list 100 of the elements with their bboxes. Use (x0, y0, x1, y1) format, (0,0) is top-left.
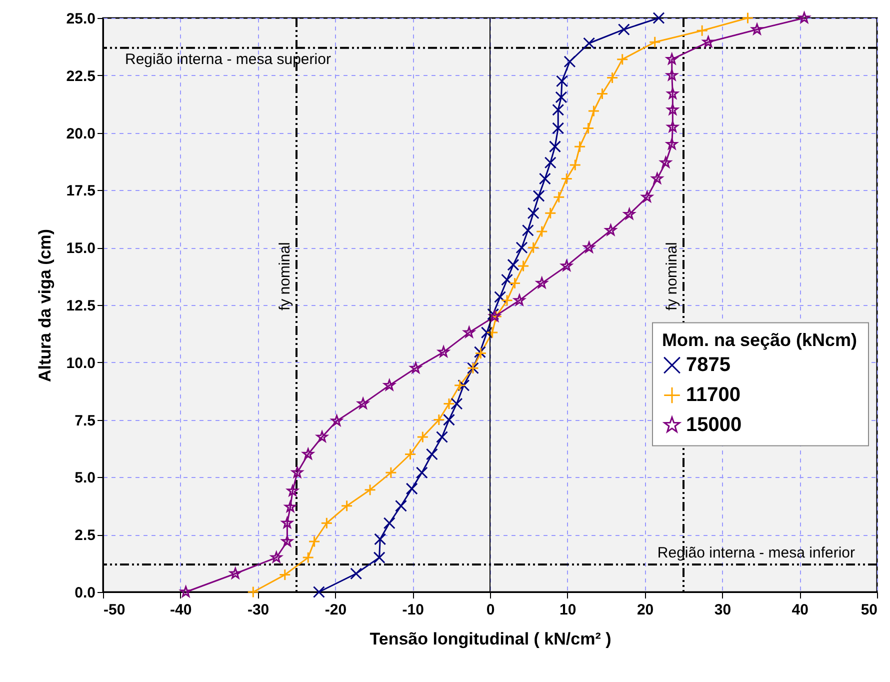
y-tick-label: 10.0 (66, 354, 96, 372)
point (320, 517, 333, 530)
point (516, 242, 528, 254)
point (373, 552, 386, 564)
x-tick-label: -10 (402, 602, 424, 618)
point (666, 104, 678, 115)
point (751, 23, 763, 34)
x-tick-label: 10 (560, 602, 576, 618)
point (406, 482, 418, 495)
point (357, 398, 369, 409)
point (583, 242, 595, 253)
point (383, 517, 396, 530)
x-tick-label: -20 (324, 602, 347, 618)
point (564, 56, 576, 68)
x-tick-label: 30 (714, 602, 732, 618)
point (536, 277, 548, 288)
point (364, 484, 376, 496)
point (463, 326, 475, 338)
y-tick-label: 22.5 (66, 68, 96, 85)
point (532, 190, 545, 202)
point (556, 75, 568, 88)
point (641, 191, 653, 202)
point (281, 535, 293, 546)
legend-label: 15000 (686, 414, 742, 436)
point (527, 242, 540, 254)
point (574, 140, 586, 153)
y-axis-title: Altura da viga (cm) (35, 228, 54, 382)
y-tick-label: 2.5 (74, 527, 96, 544)
point (416, 466, 428, 479)
point (384, 379, 396, 390)
point (798, 12, 810, 23)
point (404, 448, 416, 460)
point (552, 104, 564, 116)
x-tick-label: 40 (792, 602, 808, 618)
point (552, 191, 565, 204)
y-tick-label: 0.0 (74, 584, 96, 602)
point (583, 37, 596, 50)
point (350, 568, 362, 580)
x-tick-label: 50 (860, 602, 878, 618)
point (569, 158, 582, 171)
point (544, 156, 556, 169)
point (606, 72, 618, 84)
point (284, 501, 296, 512)
point (538, 172, 551, 185)
point (618, 23, 630, 36)
x-tick-label: -50 (104, 602, 126, 618)
point (281, 517, 293, 528)
point (316, 431, 328, 442)
point (536, 226, 548, 238)
point (278, 568, 291, 581)
point (508, 277, 521, 290)
point (312, 586, 325, 598)
point (438, 346, 450, 358)
point (442, 398, 455, 410)
x-axis-title: Tensão longitudinal ( kN/cm² ) (370, 630, 612, 648)
point (624, 208, 636, 220)
point (560, 172, 573, 185)
point (501, 274, 514, 286)
point (596, 88, 608, 100)
point (517, 260, 530, 272)
point (410, 362, 422, 374)
point (666, 88, 678, 99)
point (666, 69, 678, 80)
point (442, 414, 455, 426)
point (394, 500, 407, 512)
point (436, 431, 448, 444)
point (696, 24, 708, 37)
point (458, 379, 470, 392)
legend-label: 11700 (686, 384, 741, 406)
point (514, 294, 526, 306)
point (660, 156, 672, 168)
point (702, 36, 714, 48)
x-tick-label: 0 (486, 602, 495, 618)
x-tick-label: -40 (170, 602, 192, 618)
ref-line-label: fy nominal (664, 242, 680, 310)
point (340, 500, 353, 512)
point (480, 326, 493, 339)
point (292, 466, 304, 478)
point (582, 122, 594, 134)
point (450, 398, 463, 410)
point (494, 290, 506, 303)
point (605, 224, 616, 236)
point (560, 260, 572, 271)
point (616, 53, 628, 66)
y-tick-label: 12.5 (66, 298, 96, 314)
point (666, 53, 678, 64)
point (652, 12, 665, 24)
y-tick-label: 15.0 (66, 240, 96, 258)
y-tick-label: 17.5 (66, 182, 96, 200)
ref-line-label: Região interna - mesa superior (125, 50, 331, 68)
point (588, 104, 600, 117)
point (527, 207, 540, 220)
point (552, 122, 564, 134)
point (651, 172, 663, 184)
legend-title: Mom. na seção (kNcm) (662, 330, 858, 350)
point (486, 326, 498, 339)
point (180, 586, 192, 597)
y-tick-label: 25.0 (66, 10, 96, 28)
point (308, 535, 320, 548)
legend-label: 7875 (686, 354, 730, 376)
